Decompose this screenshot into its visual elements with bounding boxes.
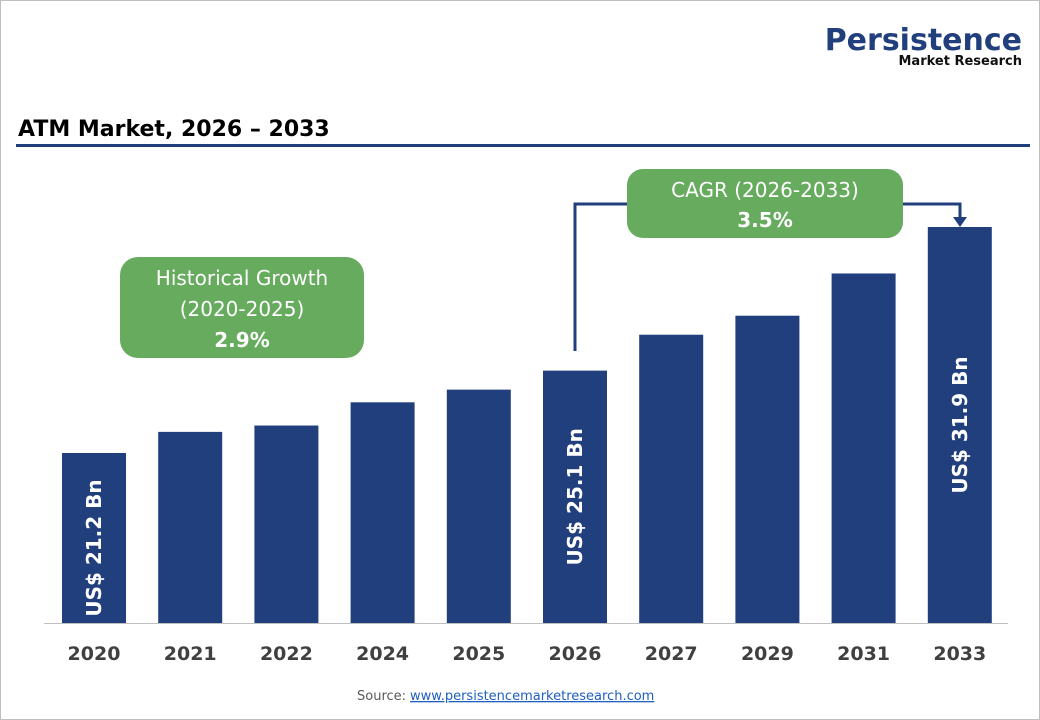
logo-tagline: Market Research [899,54,1023,69]
historical-growth-box: Historical Growth (2020-2025) 2.9% [120,257,364,358]
bar-2033 [927,227,992,623]
x-tick-label: 2021 [164,643,217,665]
x-tick-label: 2026 [549,643,602,665]
historical-line2: (2020-2025) [180,297,305,321]
x-tick-labels: 2020 2021 2022 2024 2025 2026 2027 2029 2031 2033 [68,643,987,665]
data-label: US$ 25.1 Bn [563,428,587,565]
bar-2021 [158,431,223,623]
cagr-value: 3.5% [737,208,792,232]
source-label: Source: [357,689,406,704]
chart-title: ATM Market, 2026 – 2033 [18,117,330,142]
source-link[interactable]: www.persistencemarketresearch.com [410,689,654,704]
historical-line1: Historical Growth [156,266,328,290]
title-underline [16,144,1030,147]
x-tick-label: 2027 [645,643,698,665]
bar-2027 [639,334,704,623]
logo: Persistence Market Research [825,23,1022,69]
cagr-line1: CAGR (2026-2033) [671,178,859,202]
x-tick-label: 2022 [260,643,313,665]
x-tick-label: 2025 [452,643,505,665]
bar-2022 [254,425,319,623]
x-tick-label: 2029 [741,643,794,665]
x-tick-label: 2020 [68,643,121,665]
bars [62,227,992,623]
bar-2024 [350,402,415,623]
bar-2031 [831,273,896,623]
bar-2020 [62,453,126,623]
arrow-down-icon [953,217,967,227]
data-label: US$ 31.9 Bn [948,356,972,493]
historical-value: 2.9% [214,328,269,352]
x-tick-label: 2031 [837,643,890,665]
x-tick-label: 2024 [356,643,409,665]
bar-2029 [735,315,800,623]
data-label: US$ 21.2 Bn [82,479,106,616]
bar-2025 [446,389,511,623]
bar-2026 [543,370,607,623]
cagr-box: CAGR (2026-2033) 3.5% [627,169,903,238]
data-labels: US$ 21.2 Bn US$ 25.1 Bn US$ 31.9 Bn [82,356,972,616]
logo-name: Persistence [825,23,1022,58]
x-tick-label: 2033 [933,643,986,665]
